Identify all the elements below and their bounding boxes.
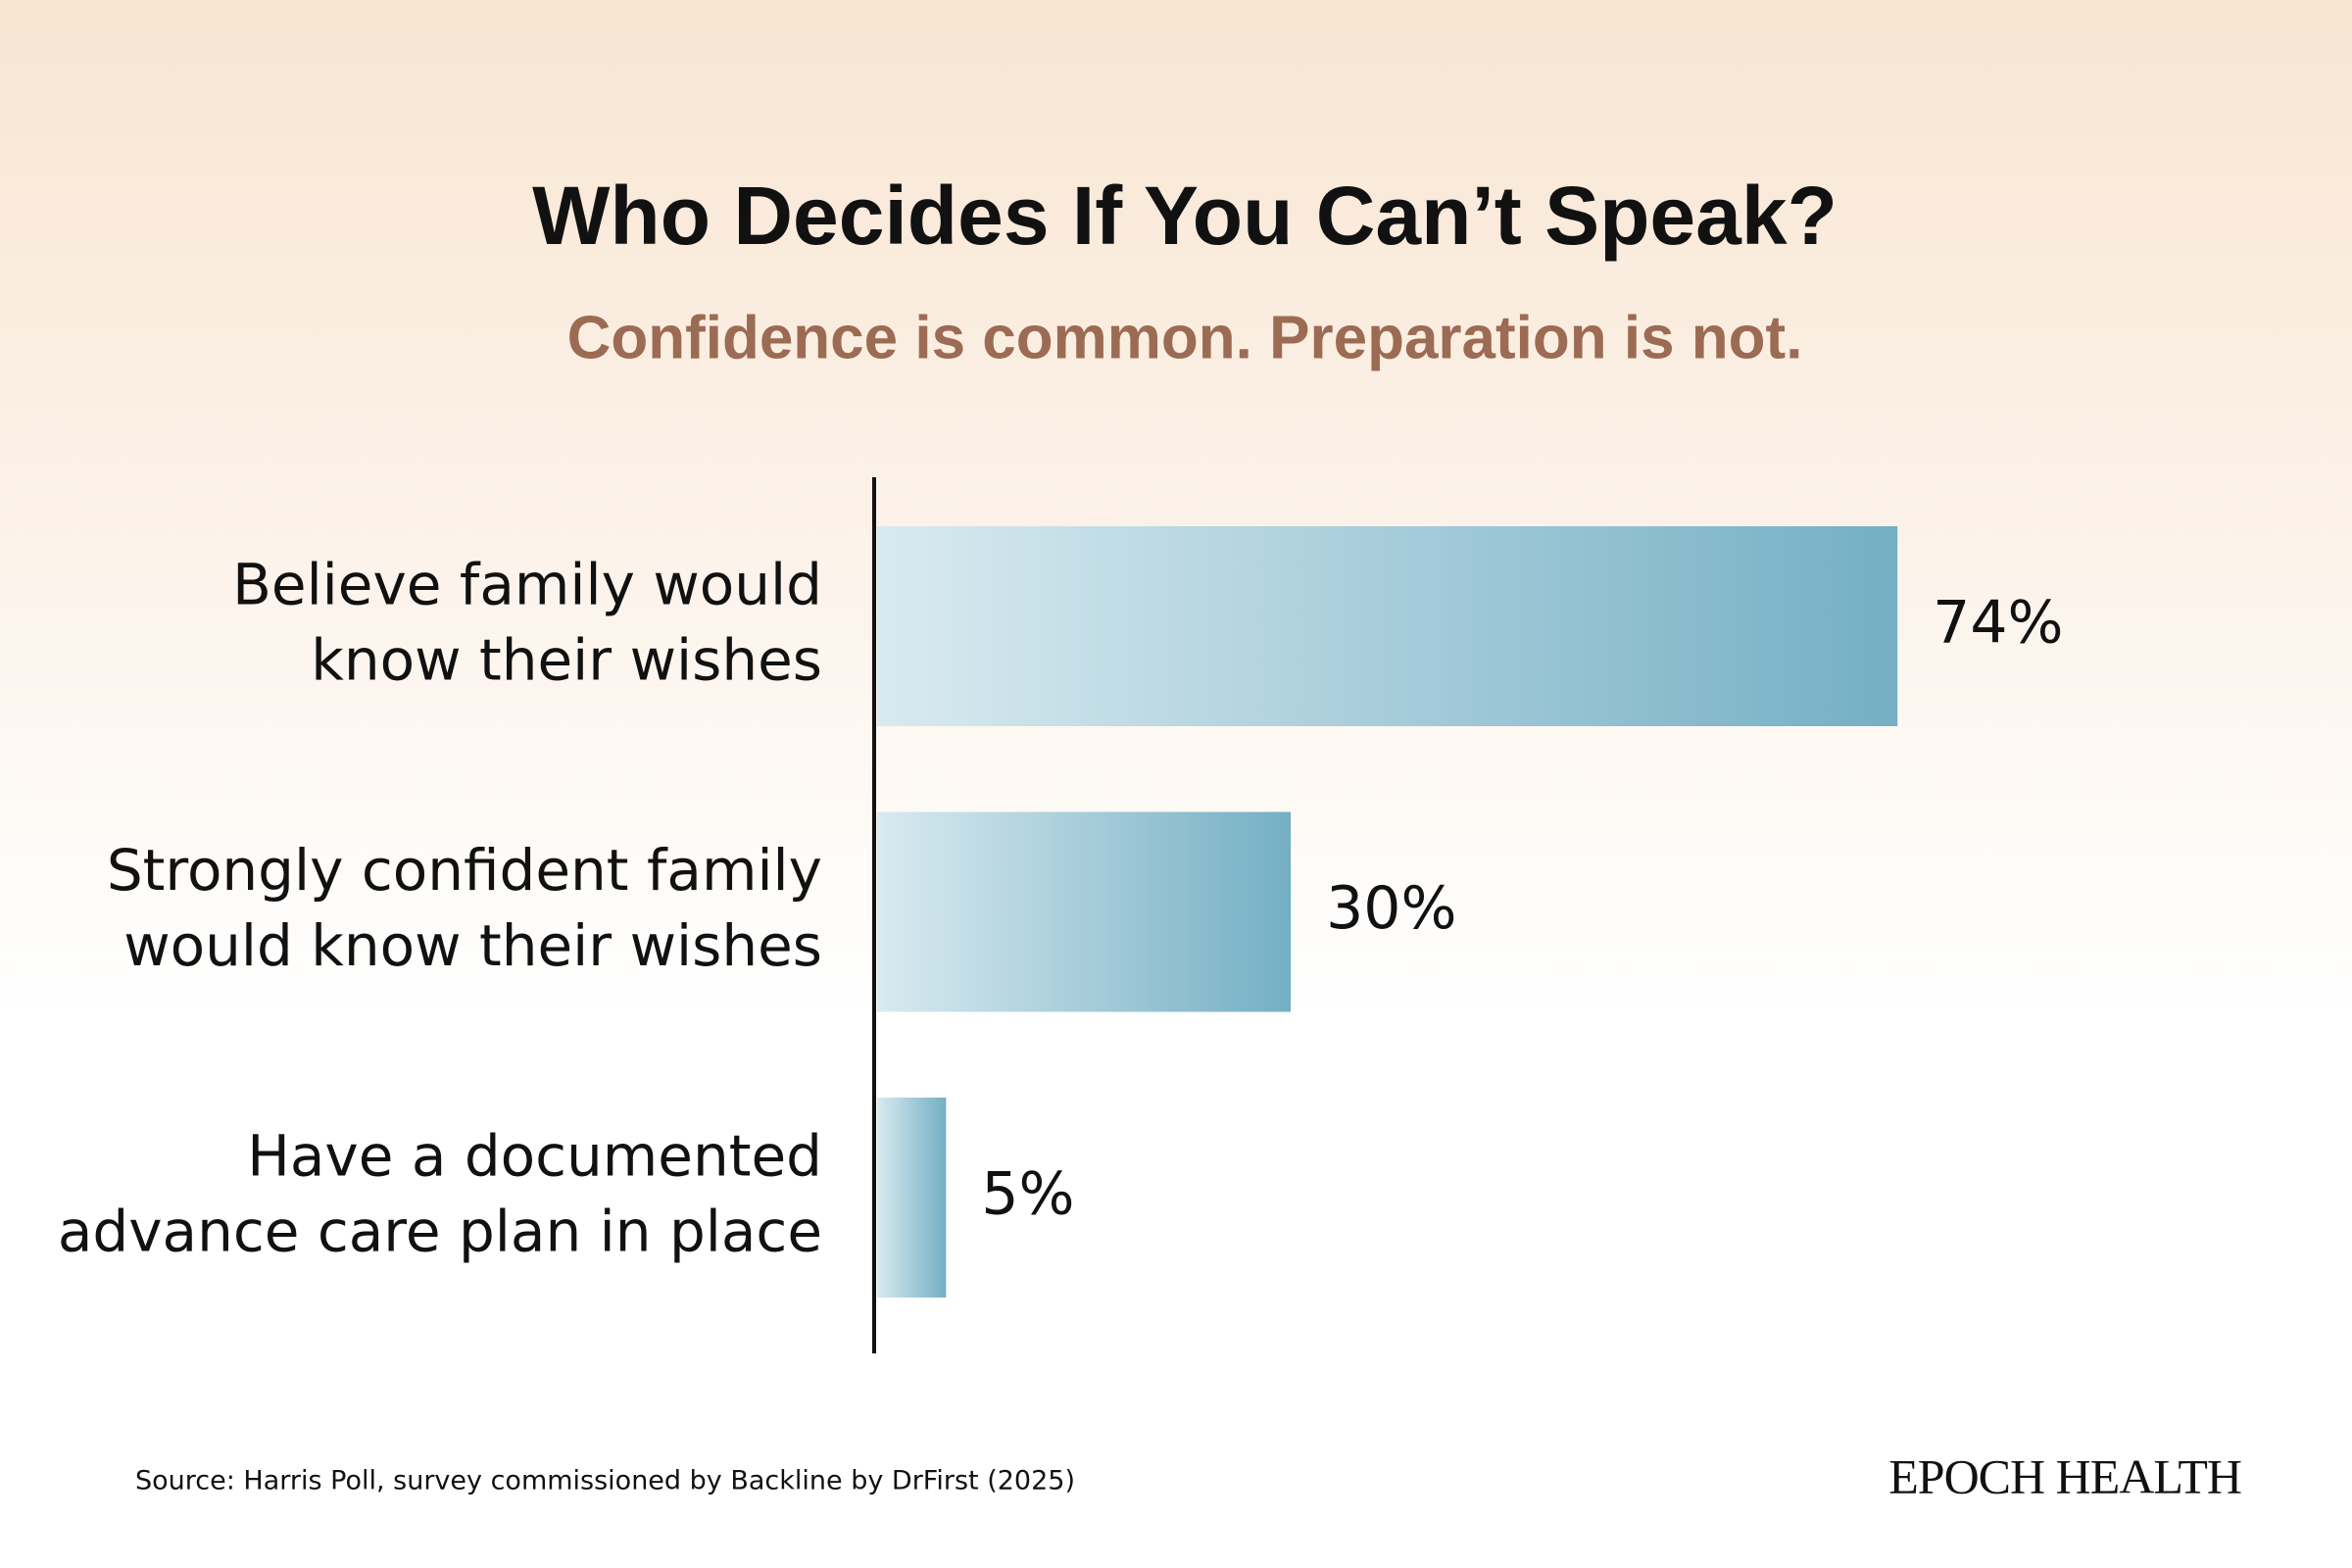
category-label-line: Believe family would bbox=[232, 552, 822, 618]
bar bbox=[877, 811, 1292, 1012]
value-label: 5% bbox=[981, 1160, 1074, 1229]
source-note: Source: Harris Poll, survey commissioned… bbox=[135, 1466, 1075, 1496]
value-label: 30% bbox=[1326, 874, 1456, 943]
bar bbox=[877, 1098, 947, 1298]
category-label-line: Have a documented bbox=[247, 1123, 822, 1190]
bar bbox=[877, 526, 1898, 726]
chart-title: Who Decides If You Can’t Speak? bbox=[532, 170, 1838, 262]
category-label-line: would know their wishes bbox=[123, 912, 822, 979]
category-label: Strongly confident family would know thei… bbox=[107, 837, 822, 979]
brand: EPOCH HEALTH bbox=[1888, 1448, 2241, 1503]
value-label: 74% bbox=[1933, 589, 2063, 658]
category-label: Have a documented advance care plan in pl… bbox=[58, 1123, 822, 1265]
category-label-line: advance care plan in place bbox=[58, 1199, 822, 1265]
category-label-line: know their wishes bbox=[311, 627, 822, 694]
category-label: Believe family would know their wishes bbox=[232, 552, 822, 694]
category-label-line: Strongly confident family bbox=[107, 837, 822, 904]
chart-subtitle: Confidence is common. Preparation is not… bbox=[567, 304, 1803, 371]
